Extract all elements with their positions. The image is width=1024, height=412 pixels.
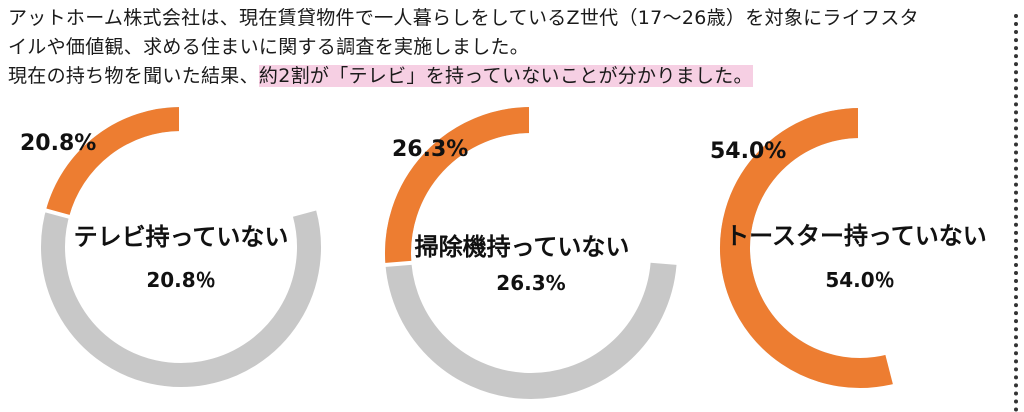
intro-highlight: 約2割が「テレビ」を持っていないことが分かりました。: [258, 65, 753, 87]
slice-percent-label: 20.8%: [20, 131, 96, 156]
intro-line-1: アットホーム株式会社は、現在賃貸物件で一人暮らしをしているZ世代（17〜26歳）…: [8, 7, 919, 29]
donut-slice-highlight: [720, 108, 895, 388]
intro-line-3-plain: 現在の持ち物を聞いた結果、: [8, 65, 259, 87]
slice-separator: [44, 208, 71, 219]
donut-slice-highlight: [385, 107, 532, 265]
slice-separator: [885, 353, 898, 386]
donut-center-value: 26.3%: [496, 271, 565, 295]
donut-slice-highlight: [45, 107, 182, 218]
donut-center-value: 20.8％: [146, 268, 215, 292]
slice-separator: [384, 260, 413, 267]
donut-chart-3: 54.0% トースター持っていない 54.0％: [710, 107, 987, 388]
donut-center-title: 掃除機持っていない: [415, 233, 630, 261]
dotted-border: [1014, 14, 1018, 412]
slice-percent-label: 26.3%: [392, 137, 468, 162]
donut-center-title: トースター持っていない: [725, 222, 987, 250]
donut-center-value: 54.0％: [825, 268, 894, 292]
intro-line-2: イルや価値観、求める住まいに関する調査を実施しました。: [8, 36, 530, 58]
donut-chart-1: 20.8% テレビ持っていない 20.8％: [20, 106, 321, 387]
donut-center-title: テレビ持っていない: [74, 223, 289, 251]
intro-line-3: 現在の持ち物を聞いた結果、約2割が「テレビ」を持っていないことが分かりました。: [8, 62, 1008, 91]
intro-text: アットホーム株式会社は、現在賃貸物件で一人暮らしをしているZ世代（17〜26歳）…: [8, 4, 1008, 91]
slice-percent-label: 54.0%: [710, 139, 786, 164]
donut-chart-2: 26.3% 掃除機持っていない 26.3%: [384, 106, 677, 399]
